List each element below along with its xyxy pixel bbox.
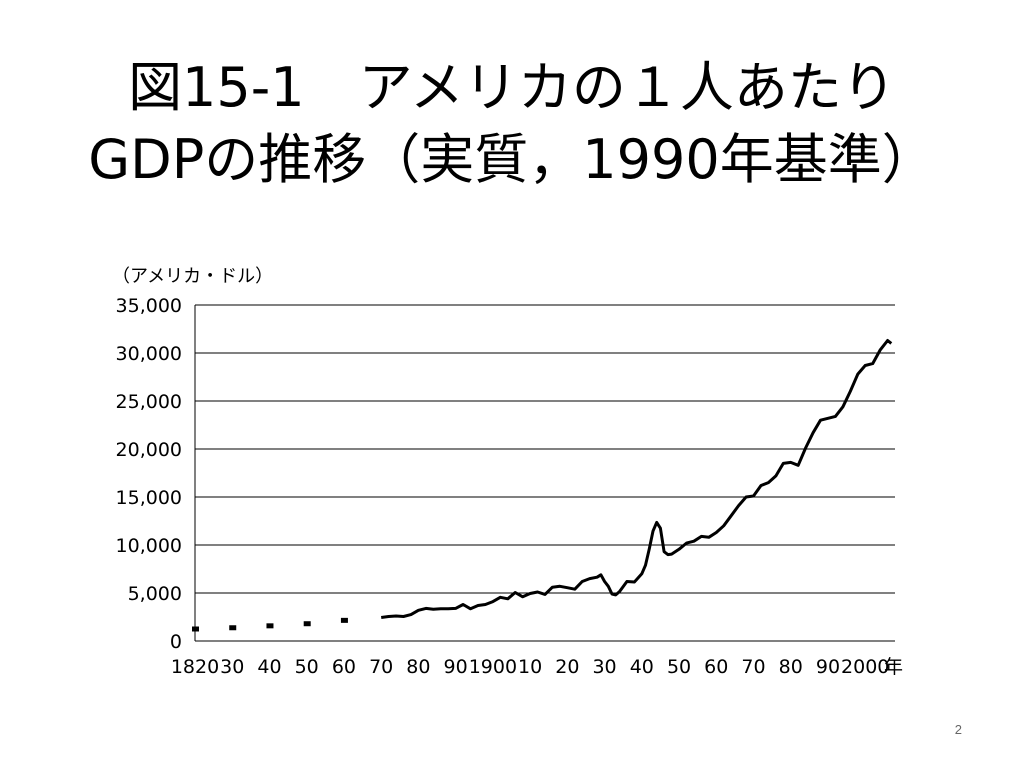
data-point <box>266 623 274 629</box>
x-tick-label: 2000 <box>841 656 889 678</box>
y-tick-label: 30,000 <box>116 343 182 365</box>
data-point <box>303 621 311 627</box>
slide-title-line2: GDPの推移（実質，1990年基準） <box>88 128 936 191</box>
x-tick-label: 10 <box>518 656 542 678</box>
x-tick-label: 70 <box>741 656 765 678</box>
slide-title-line1: 図15-1 アメリカの１人あたり <box>128 56 896 119</box>
data-point <box>340 617 348 623</box>
x-tick-label: 60 <box>332 656 356 678</box>
data-marks <box>192 339 893 632</box>
series-line <box>380 339 893 619</box>
x-tick-label: 80 <box>779 656 803 678</box>
y-tick-label: 35,000 <box>116 295 182 317</box>
data-point <box>229 625 237 631</box>
page-number: 2 <box>954 722 962 737</box>
x-unit-label: 年 <box>884 656 903 678</box>
y-tick-label: 20,000 <box>116 439 182 461</box>
x-tick-label: 70 <box>369 656 393 678</box>
y-tick-label: 10,000 <box>116 535 182 557</box>
y-unit-label: （アメリカ・ドル） <box>112 266 273 287</box>
y-tick-label: 15,000 <box>116 487 182 509</box>
slide-title: 図15-1 アメリカの１人あたり GDPの推移（実質，1990年基準） <box>0 52 1024 196</box>
x-tick-label: 90 <box>816 656 840 678</box>
data-point <box>192 626 199 632</box>
x-tick-label: 1900 <box>469 656 517 678</box>
x-tick-label: 60 <box>704 656 728 678</box>
y-tick-labels: 0 5,000 10,000 15,000 20,000 25,000 30,000 35,0… <box>116 295 182 653</box>
x-tick-label: 90 <box>444 656 468 678</box>
axes <box>194 305 895 642</box>
x-tick-label: 30 <box>220 656 244 678</box>
x-tick-label: 30 <box>592 656 616 678</box>
x-tick-label: 50 <box>295 656 319 678</box>
x-tick-label: 80 <box>406 656 430 678</box>
y-tick-label: 25,000 <box>116 391 182 413</box>
gridlines <box>195 304 895 594</box>
x-tick-label: 40 <box>630 656 654 678</box>
x-tick-labels: 1820 30 40 50 60 70 80 90 1900 10 20 30 40 50 60 70 80 90… <box>171 656 890 678</box>
x-tick-label: 20 <box>555 656 579 678</box>
x-tick-label: 50 <box>667 656 691 678</box>
x-tick-label: 1820 <box>171 656 219 678</box>
y-tick-label: 5,000 <box>128 583 182 605</box>
x-tick-label: 40 <box>257 656 281 678</box>
y-tick-label: 0 <box>170 631 182 653</box>
